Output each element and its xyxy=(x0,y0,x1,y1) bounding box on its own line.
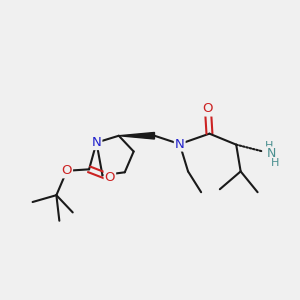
Polygon shape xyxy=(119,133,154,139)
Text: H: H xyxy=(270,158,279,168)
Text: N: N xyxy=(92,136,101,149)
Text: N: N xyxy=(175,138,184,151)
Text: O: O xyxy=(105,171,115,184)
Text: H: H xyxy=(264,140,273,151)
Text: O: O xyxy=(203,103,213,116)
Text: N: N xyxy=(266,147,276,161)
Text: O: O xyxy=(61,164,72,177)
